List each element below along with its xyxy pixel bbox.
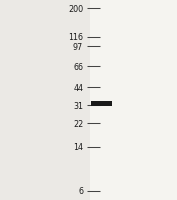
- Text: 66: 66: [73, 62, 83, 71]
- Text: 22: 22: [73, 119, 83, 128]
- Bar: [91, 102, 112, 106]
- Text: 116: 116: [68, 33, 83, 42]
- Bar: [90, 0, 177, 200]
- Text: 31: 31: [73, 101, 83, 110]
- Text: 6: 6: [78, 186, 83, 195]
- Text: 200: 200: [68, 5, 83, 14]
- Text: 97: 97: [73, 42, 83, 51]
- Text: 14: 14: [73, 142, 83, 151]
- Text: 44: 44: [73, 83, 83, 92]
